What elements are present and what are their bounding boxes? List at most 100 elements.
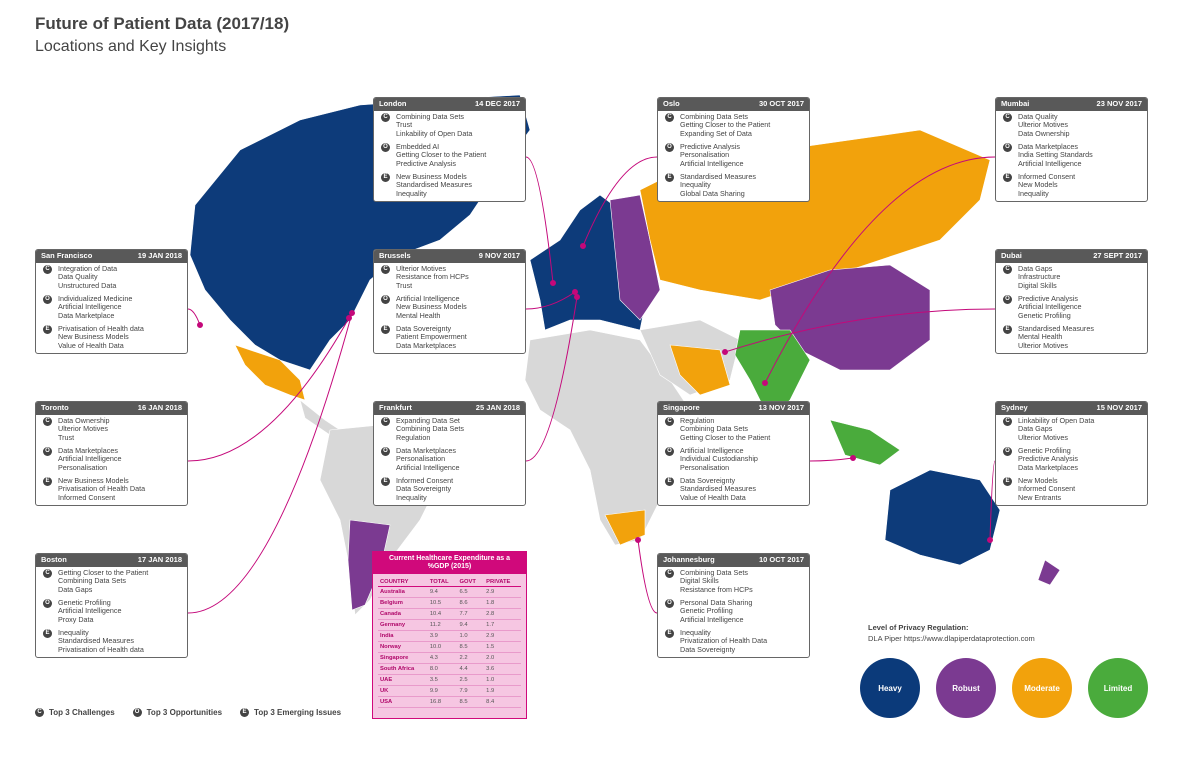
table-cell: 9.4 <box>457 619 485 631</box>
location-card: Frankfurt 25 JAN 2018 C Expanding Data Set C… <box>373 401 526 506</box>
insight-item: Personalisation <box>396 454 446 464</box>
insight-item: Mental Health <box>1018 332 1063 342</box>
location-card: San Francisco 19 JAN 2018 C Integration of … <box>35 249 188 354</box>
insight-group: C Integration of Data Data Quality Unstruct… <box>36 263 187 293</box>
table-cell: 4.3 <box>427 652 458 664</box>
table-cell: 9.4 <box>427 586 458 598</box>
table-cell: 3.6 <box>484 663 521 675</box>
city: San Francisco <box>41 251 93 260</box>
insight-icon: C <box>665 112 674 122</box>
insight-icon: E <box>1003 476 1012 486</box>
insight-item: Data Marketplaces <box>396 445 456 455</box>
insight-group: C Linkability of Open Data Data Gaps Ulteri… <box>996 415 1147 445</box>
insight-item: Unstructured Data <box>58 280 117 290</box>
insight-group: C Data Gaps Infrastructure Digital Skills <box>996 263 1147 293</box>
insight-item: Individual Custodianship <box>680 454 758 464</box>
australia <box>884 469 1001 566</box>
table-cell: 10.5 <box>427 597 458 609</box>
southeast-asia <box>829 419 901 466</box>
insight-item: Genetic Profiling <box>58 597 111 607</box>
insight-group: O Genetic Profiling Predictive Analysis Dat… <box>996 445 1147 475</box>
insight-item: Getting Closer to the Patient <box>680 120 771 130</box>
insight-item: Data Marketplaces <box>1018 141 1078 151</box>
insight-item: Data Marketplaces <box>58 445 118 455</box>
insight-group: C Getting Closer to the Patient Combining … <box>36 567 187 597</box>
insight-item: Combining Data Sets <box>680 111 748 121</box>
city-dot <box>574 294 580 300</box>
insight-item: Resistance from HCPs <box>396 272 469 282</box>
connector <box>525 156 554 284</box>
insight-item: Artificial Intelligence <box>58 606 122 616</box>
insight-group: C Regulation Combining Data Sets Getting Cl… <box>658 415 809 445</box>
new-zealand <box>1037 559 1061 586</box>
location-card: Mumbai 23 NOV 2017 C Data Quality Ulterior M… <box>995 97 1148 202</box>
insight-item: New Business Models <box>396 171 467 181</box>
insight-icon: C <box>43 416 52 426</box>
table-row: Belgium 10.5 8.6 1.8 <box>378 597 521 609</box>
date: 25 JAN 2018 <box>475 403 520 412</box>
insight-item: Genetic Profiling <box>680 606 733 616</box>
insight-icon: E <box>381 324 390 334</box>
insight-item: Artificial Intelligence <box>58 454 122 464</box>
location-card: London 14 DEC 2017 C Combining Data Sets Tru… <box>373 97 526 202</box>
insight-item: Expanding Data Set <box>396 415 460 425</box>
insight-item: Combining Data Sets <box>680 567 748 577</box>
insight-item: Data Sovereignty <box>396 323 452 333</box>
card-header: Boston 17 JAN 2018 <box>36 554 187 567</box>
insight-item: Data Sovereignty <box>396 484 452 494</box>
table-cell: UAE <box>378 674 428 686</box>
connector <box>187 312 353 614</box>
date: 10 OCT 2017 <box>758 555 804 564</box>
arabia <box>669 344 731 396</box>
city: Dubai <box>1001 251 1022 260</box>
insight-item: Data Sovereignty <box>680 644 736 654</box>
insight-item: Data Quality <box>58 272 98 282</box>
insight-item: Getting Closer to the Patient <box>680 432 771 442</box>
insight-item: Digital Skills <box>680 576 719 586</box>
insight-group: O Artificial Intelligence New Business Mod… <box>374 293 525 323</box>
insight-icon: O <box>1003 294 1012 304</box>
insight-icon: C <box>665 568 674 578</box>
insight-item: Value of Health Data <box>58 340 124 350</box>
insight-item: Trust <box>396 120 413 130</box>
table-row: Singapore 4.3 2.2 2.0 <box>378 652 521 664</box>
card-header: Mumbai 23 NOV 2017 <box>996 98 1147 111</box>
insight-item: Inequality <box>58 627 89 637</box>
insight-item: Data Ownership <box>1018 128 1070 138</box>
table-cell: Canada <box>378 608 428 620</box>
insight-item: Genetic Profiling <box>1018 310 1071 320</box>
insight-item: Artificial Intelligence <box>396 462 460 472</box>
insight-group: O Predictive Analysis Artificial Intellige… <box>996 293 1147 323</box>
table-cell: 8.0 <box>427 663 458 675</box>
insight-item: Patient Empowerment <box>396 332 467 342</box>
argentina <box>347 519 391 611</box>
table-cell: 3.5 <box>427 674 458 686</box>
card-header: Toronto 16 JAN 2018 <box>36 402 187 415</box>
location-card: Brussels 9 NOV 2017 C Ulterior Motives Resis… <box>373 249 526 354</box>
mexico <box>234 344 306 401</box>
card-header: Brussels 9 NOV 2017 <box>374 250 525 263</box>
insight-icon: C <box>665 416 674 426</box>
date: 14 DEC 2017 <box>474 99 520 108</box>
city: Brussels <box>379 251 411 260</box>
insight-item: Privatisation of Health data <box>58 323 144 333</box>
insight-icon: O <box>43 598 52 608</box>
city: Mumbai <box>1001 99 1030 108</box>
insight-item: Combining Data Sets <box>396 424 464 434</box>
date: 27 SEPT 2017 <box>1093 251 1142 260</box>
insight-group: E Informed Consent New Models Inequality <box>996 171 1147 201</box>
table-cell: 16.8 <box>427 696 458 708</box>
card-header: Johannesburg 10 OCT 2017 <box>658 554 809 567</box>
insight-item: Inequality <box>680 180 711 190</box>
table-cell: 4.4 <box>457 663 485 675</box>
table-cell: 9.9 <box>427 685 458 697</box>
card-header: Dubai 27 SEPT 2017 <box>996 250 1147 263</box>
insight-item: Standardised Measures <box>58 636 134 646</box>
date: 17 JAN 2018 <box>137 555 182 564</box>
table-cell: 7.9 <box>457 685 485 697</box>
table-row: Australia 9.4 6.5 2.9 <box>378 586 521 598</box>
insight-item: Inequality <box>396 188 427 198</box>
table-cell: 8.6 <box>457 597 485 609</box>
insight-item: Data Marketplaces <box>1018 462 1078 472</box>
table-row: South Africa 8.0 4.4 3.6 <box>378 663 521 675</box>
